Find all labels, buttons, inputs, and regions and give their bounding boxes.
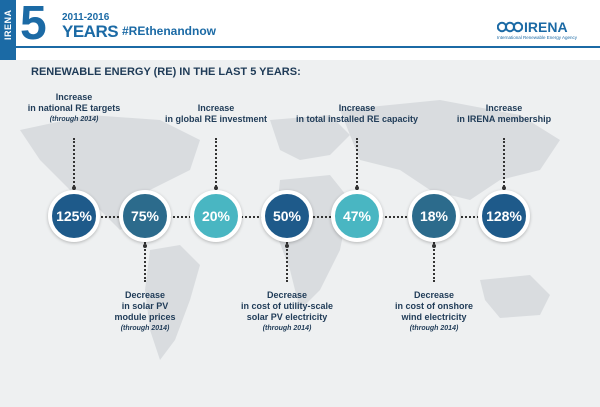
connector-line xyxy=(433,242,435,282)
connector-dot xyxy=(432,244,436,248)
anniversary-number: 5 xyxy=(20,0,47,50)
stat-label-line2: in total installed RE capacity xyxy=(295,114,419,124)
stat-label-line2: in national RE targets xyxy=(27,103,121,113)
stat-label-line3: module prices xyxy=(114,312,176,322)
stat-circle: 47% xyxy=(331,190,383,242)
stat-label-line1: Increase xyxy=(485,103,523,113)
stat-label-line2: in cost of utility-scale xyxy=(240,301,334,311)
stat-label-line1: Decrease xyxy=(266,290,308,300)
connector-line xyxy=(503,138,505,190)
connector-line xyxy=(286,242,288,282)
stat-circle: 75% xyxy=(119,190,171,242)
stat-label: Decrease in cost of utility-scale solar PV… xyxy=(222,290,352,334)
irena-rings-icon xyxy=(497,21,523,33)
stat-note: (through 2014) xyxy=(409,325,459,332)
brand-subtitle: International Renewable Energy Agency xyxy=(497,35,578,40)
connector-dot xyxy=(72,186,76,190)
stat-label: Decrease in cost of onshore wind electrici… xyxy=(369,290,499,334)
connector-line xyxy=(144,242,146,282)
section-heading: RENEWABLE ENERGY (RE) IN THE LAST 5 YEAR… xyxy=(31,66,301,78)
connector-dot xyxy=(143,244,147,248)
stat-note: (through 2014) xyxy=(49,116,99,123)
connector-line xyxy=(73,138,75,190)
stat-circle: 18% xyxy=(408,190,460,242)
stat-label-line2: in global RE investment xyxy=(164,114,267,124)
header-side-bar xyxy=(0,0,16,60)
connector-line xyxy=(356,138,358,190)
connector-dot xyxy=(214,186,218,190)
stat-label: Decrease in solar PV module prices (through… xyxy=(80,290,210,334)
stat-label-line3: solar PV electricity xyxy=(246,312,328,322)
stat-label-line1: Increase xyxy=(197,103,235,113)
stat-label-line2: in IRENA membership xyxy=(456,114,552,124)
stat-circle: 50% xyxy=(261,190,313,242)
header-banner: IRENA 5 2011-2016 YEARS #REthenandnow IR… xyxy=(0,0,600,60)
connector-dot xyxy=(285,244,289,248)
stat-label-line1: Increase xyxy=(55,92,93,102)
stat-label: Increase in global RE investment xyxy=(151,103,281,125)
stat-label-line1: Decrease xyxy=(124,290,166,300)
header-rule xyxy=(0,46,600,48)
stat-circle: 20% xyxy=(190,190,242,242)
stat-note: (through 2014) xyxy=(262,325,312,332)
stat-circle: 125% xyxy=(48,190,100,242)
stat-label-line3: wind electricity xyxy=(401,312,467,322)
hashtag: #REthenandnow xyxy=(122,24,217,38)
stat-note: (through 2014) xyxy=(120,325,170,332)
years-range: 2011-2016 xyxy=(62,12,110,23)
brand-name: IRENA xyxy=(524,19,568,35)
connector-line xyxy=(215,138,217,190)
stat-label-line1: Decrease xyxy=(413,290,455,300)
connector-dot xyxy=(502,186,506,190)
stat-label: Increase in IRENA membership xyxy=(439,103,569,125)
irena-vertical-label: IRENA xyxy=(3,9,13,41)
stat-label: Increase in total installed RE capacity xyxy=(292,103,422,125)
stat-circle: 128% xyxy=(478,190,530,242)
stat-label-line2: in solar PV xyxy=(121,301,169,311)
stat-label-line2: in cost of onshore xyxy=(394,301,473,311)
connector-dot xyxy=(355,186,359,190)
stat-label: Increase in national RE targets (through 2… xyxy=(9,92,139,125)
years-word: YEARS xyxy=(62,22,119,41)
stat-label-line1: Increase xyxy=(338,103,376,113)
irena-logo: IRENA International Renewable Energy Age… xyxy=(497,19,597,42)
